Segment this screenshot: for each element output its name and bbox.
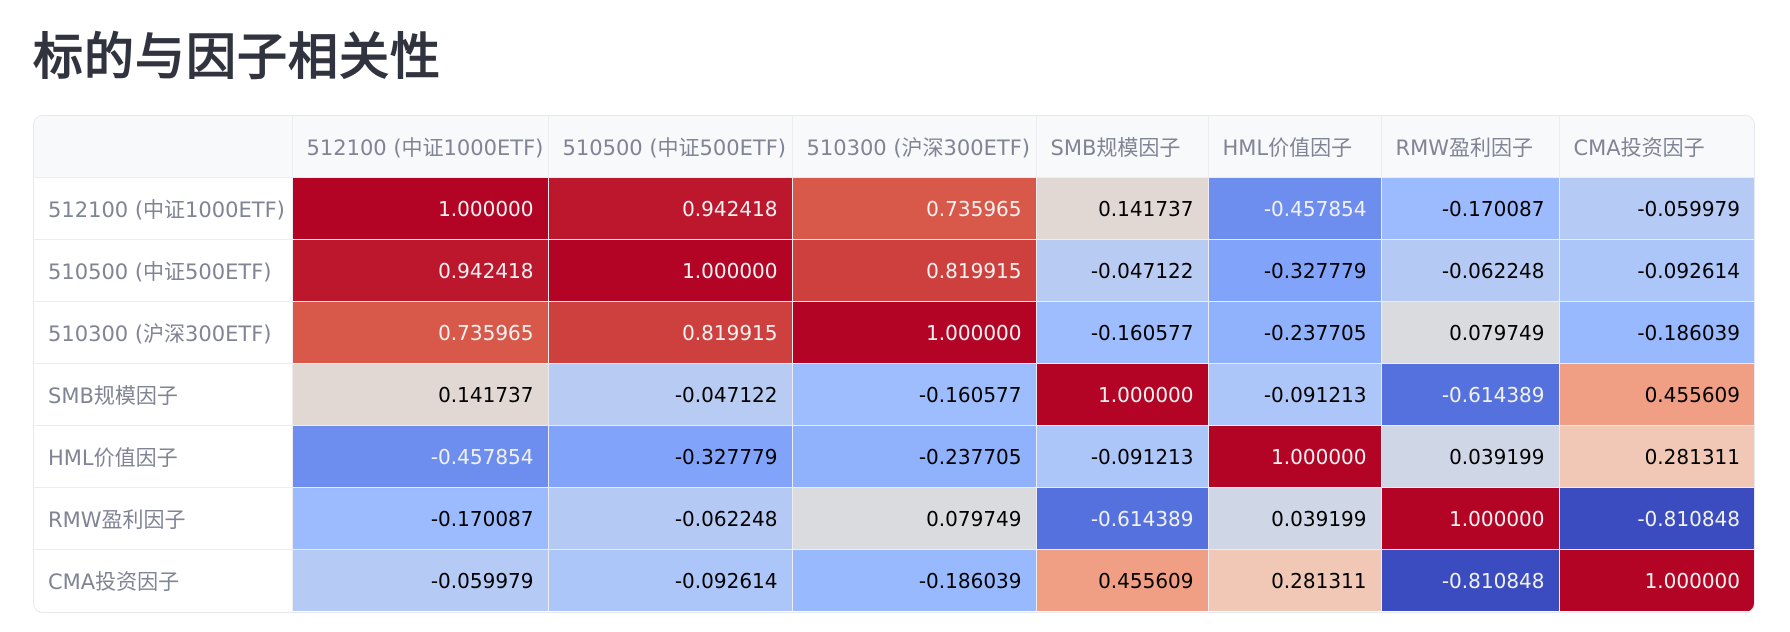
column-header-cma[interactable]: CMA投资因子 xyxy=(1559,116,1754,178)
table-row: 510500 (中证500ETF) 0.942418 1.000000 0.81991… xyxy=(34,239,1754,302)
row-header: HML价值因子 xyxy=(34,425,293,488)
header-corner xyxy=(34,116,293,178)
correlation-cell[interactable]: -0.614389 xyxy=(1036,487,1209,550)
correlation-cell[interactable]: -0.160577 xyxy=(792,363,1037,426)
correlation-cell[interactable]: 0.141737 xyxy=(1036,177,1209,240)
correlation-cell[interactable]: -0.810848 xyxy=(1559,487,1754,550)
table-body: 512100 (中证1000ETF) 1.000000 0.942418 0.7359… xyxy=(34,177,1754,611)
column-header-510300[interactable]: 510300 (沪深300ETF) xyxy=(792,116,1037,178)
correlation-cell[interactable]: 1.000000 xyxy=(792,301,1037,364)
row-header: RMW盈利因子 xyxy=(34,487,293,550)
column-header-hml[interactable]: HML价值因子 xyxy=(1208,116,1382,178)
correlation-cell[interactable]: 1.000000 xyxy=(1036,363,1209,426)
correlation-table-container: 512100 (中证1000ETF) 510500 (中证500ETF) 510… xyxy=(33,115,1755,613)
page-title: 标的与因子相关性 xyxy=(33,28,441,86)
row-header: 510300 (沪深300ETF) xyxy=(34,301,293,364)
correlation-cell[interactable]: -0.062248 xyxy=(548,487,793,550)
table-row: CMA投资因子 -0.059979 -0.092614 -0.186039 0.4556… xyxy=(34,549,1754,611)
correlation-cell[interactable]: -0.237705 xyxy=(1208,301,1382,364)
table-row: 510300 (沪深300ETF) 0.735965 0.819915 1.00000… xyxy=(34,301,1754,364)
correlation-cell[interactable]: 0.281311 xyxy=(1559,425,1754,488)
correlation-cell[interactable]: -0.170087 xyxy=(292,487,549,550)
column-header-512100[interactable]: 512100 (中证1000ETF) xyxy=(292,116,549,178)
correlation-cell[interactable]: -0.047122 xyxy=(1036,239,1209,302)
correlation-cell[interactable]: 0.455609 xyxy=(1559,363,1754,426)
correlation-cell[interactable]: 0.039199 xyxy=(1208,487,1382,550)
correlation-cell[interactable]: 1.000000 xyxy=(1381,487,1560,550)
correlation-table: 512100 (中证1000ETF) 510500 (中证500ETF) 510… xyxy=(34,116,1754,611)
table-row: HML价值因子 -0.457854 -0.327779 -0.237705 -0.091… xyxy=(34,425,1754,488)
correlation-cell[interactable]: 0.455609 xyxy=(1036,549,1209,611)
correlation-cell[interactable]: -0.457854 xyxy=(292,425,549,488)
correlation-cell[interactable]: -0.047122 xyxy=(548,363,793,426)
correlation-cell[interactable]: -0.092614 xyxy=(548,549,793,611)
correlation-cell[interactable]: -0.186039 xyxy=(1559,301,1754,364)
correlation-cell[interactable]: 0.141737 xyxy=(292,363,549,426)
correlation-cell[interactable]: 0.819915 xyxy=(548,301,793,364)
correlation-cell[interactable]: -0.062248 xyxy=(1381,239,1560,302)
correlation-cell[interactable]: -0.237705 xyxy=(792,425,1037,488)
correlation-cell[interactable]: -0.059979 xyxy=(1559,177,1754,240)
correlation-cell[interactable]: -0.457854 xyxy=(1208,177,1382,240)
correlation-cell[interactable]: 1.000000 xyxy=(1208,425,1382,488)
correlation-cell[interactable]: -0.614389 xyxy=(1381,363,1560,426)
correlation-cell[interactable]: -0.810848 xyxy=(1381,549,1560,611)
row-header: CMA投资因子 xyxy=(34,549,293,611)
correlation-cell[interactable]: 1.000000 xyxy=(1559,549,1754,611)
row-header: 512100 (中证1000ETF) xyxy=(34,177,293,240)
correlation-cell[interactable]: 0.039199 xyxy=(1381,425,1560,488)
table-header: 512100 (中证1000ETF) 510500 (中证500ETF) 510… xyxy=(34,116,1754,178)
correlation-cell[interactable]: -0.091213 xyxy=(1208,363,1382,426)
table-row: RMW盈利因子 -0.170087 -0.062248 0.079749 -0.6143… xyxy=(34,487,1754,550)
header-row: 512100 (中证1000ETF) 510500 (中证500ETF) 510… xyxy=(34,116,1754,178)
correlation-cell[interactable]: -0.170087 xyxy=(1381,177,1560,240)
correlation-cell[interactable]: -0.186039 xyxy=(792,549,1037,611)
table-row: 512100 (中证1000ETF) 1.000000 0.942418 0.7359… xyxy=(34,177,1754,240)
correlation-cell[interactable]: 0.735965 xyxy=(292,301,549,364)
correlation-cell[interactable]: -0.059979 xyxy=(292,549,549,611)
correlation-cell[interactable]: 1.000000 xyxy=(548,239,793,302)
correlation-cell[interactable]: -0.327779 xyxy=(548,425,793,488)
row-header: 510500 (中证500ETF) xyxy=(34,239,293,302)
column-header-smb[interactable]: SMB规模因子 xyxy=(1036,116,1209,178)
correlation-cell[interactable]: 0.079749 xyxy=(1381,301,1560,364)
column-header-rmw[interactable]: RMW盈利因子 xyxy=(1381,116,1560,178)
correlation-cell[interactable]: -0.092614 xyxy=(1559,239,1754,302)
table-row: SMB规模因子 0.141737 -0.047122 -0.160577 1.00000… xyxy=(34,363,1754,426)
correlation-cell[interactable]: 0.819915 xyxy=(792,239,1037,302)
correlation-cell[interactable]: 1.000000 xyxy=(292,177,549,240)
correlation-cell[interactable]: -0.091213 xyxy=(1036,425,1209,488)
column-header-510500[interactable]: 510500 (中证500ETF) xyxy=(548,116,793,178)
correlation-cell[interactable]: -0.327779 xyxy=(1208,239,1382,302)
correlation-cell[interactable]: 0.281311 xyxy=(1208,549,1382,611)
row-header: SMB规模因子 xyxy=(34,363,293,426)
correlation-cell[interactable]: 0.942418 xyxy=(292,239,549,302)
correlation-cell[interactable]: 0.079749 xyxy=(792,487,1037,550)
correlation-cell[interactable]: 0.942418 xyxy=(548,177,793,240)
correlation-cell[interactable]: -0.160577 xyxy=(1036,301,1209,364)
correlation-cell[interactable]: 0.735965 xyxy=(792,177,1037,240)
